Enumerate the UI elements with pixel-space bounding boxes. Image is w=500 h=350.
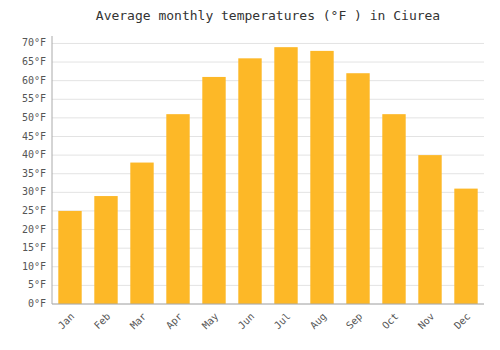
y-tick-label: 40°F [22, 149, 46, 160]
x-tick-label: Dec [452, 311, 473, 332]
y-tick-label: 10°F [22, 261, 46, 272]
grid-line [52, 80, 484, 81]
y-axis-line [52, 36, 53, 304]
bar [454, 189, 477, 304]
y-tick-label: 0°F [28, 298, 46, 309]
y-tick-label: 45°F [22, 131, 46, 142]
bar [166, 114, 189, 304]
x-tick-label: Oct [380, 311, 401, 332]
chart: 0°F 5°F 10°F 15°F 20°F 25°F 30°F 35°F 40°F 45°F 50… [0, 0, 500, 350]
y-tick-label: 15°F [22, 242, 46, 253]
y-tick-label: 5°F [28, 279, 46, 290]
x-tick-label: Jan [56, 311, 77, 332]
y-tick-label: 55°F [22, 93, 46, 104]
y-tick-label: 70°F [22, 37, 46, 48]
grid-line [52, 99, 484, 100]
x-tick-label: Feb [92, 311, 113, 332]
bar [346, 73, 369, 304]
x-tick-label: Apr [164, 311, 185, 332]
bar [274, 47, 297, 304]
chart-container: 0°F 5°F 10°F 15°F 20°F 25°F 30°F 35°F 40°F 45°F 50… [0, 0, 500, 350]
x-tick-labels: Jan Feb Mar Apr May Jun Jul Aug Sep Oct Nov Dec [56, 311, 473, 332]
bar [418, 155, 441, 304]
y-tick-label: 50°F [22, 112, 46, 123]
bar [94, 196, 117, 304]
x-tick-label: Aug [308, 311, 329, 332]
x-tick-label: Sep [344, 311, 365, 332]
bar [382, 114, 405, 304]
bar [238, 58, 261, 304]
y-tick-label: 60°F [22, 75, 46, 86]
grid-line [52, 304, 484, 305]
bar [130, 163, 153, 304]
grid-line [52, 43, 484, 44]
y-tick-labels: 0°F 5°F 10°F 15°F 20°F 25°F 30°F 35°F 40°F 45°F 50… [22, 37, 46, 309]
bar [202, 77, 225, 304]
bar [310, 51, 333, 304]
grid-line [52, 117, 484, 118]
grid-line [52, 62, 484, 63]
y-tick-label: 20°F [22, 224, 46, 235]
y-tick-label: 35°F [22, 168, 46, 179]
bars [58, 47, 477, 304]
title: Average monthly temperatures (°F ) in Ci… [96, 8, 440, 23]
x-tick-label: Nov [416, 311, 437, 332]
y-tick-label: 65°F [22, 56, 46, 67]
bar [58, 211, 81, 304]
y-grid [52, 43, 484, 304]
grid-line [52, 136, 484, 137]
y-tick-label: 25°F [22, 205, 46, 216]
x-tick-label: May [200, 311, 221, 332]
x-axis-line [52, 304, 484, 305]
x-tick-label: Jul [272, 311, 293, 332]
x-tick-label: Mar [128, 311, 149, 332]
x-tick-label: Jun [236, 311, 257, 332]
y-tick-label: 30°F [22, 186, 46, 197]
